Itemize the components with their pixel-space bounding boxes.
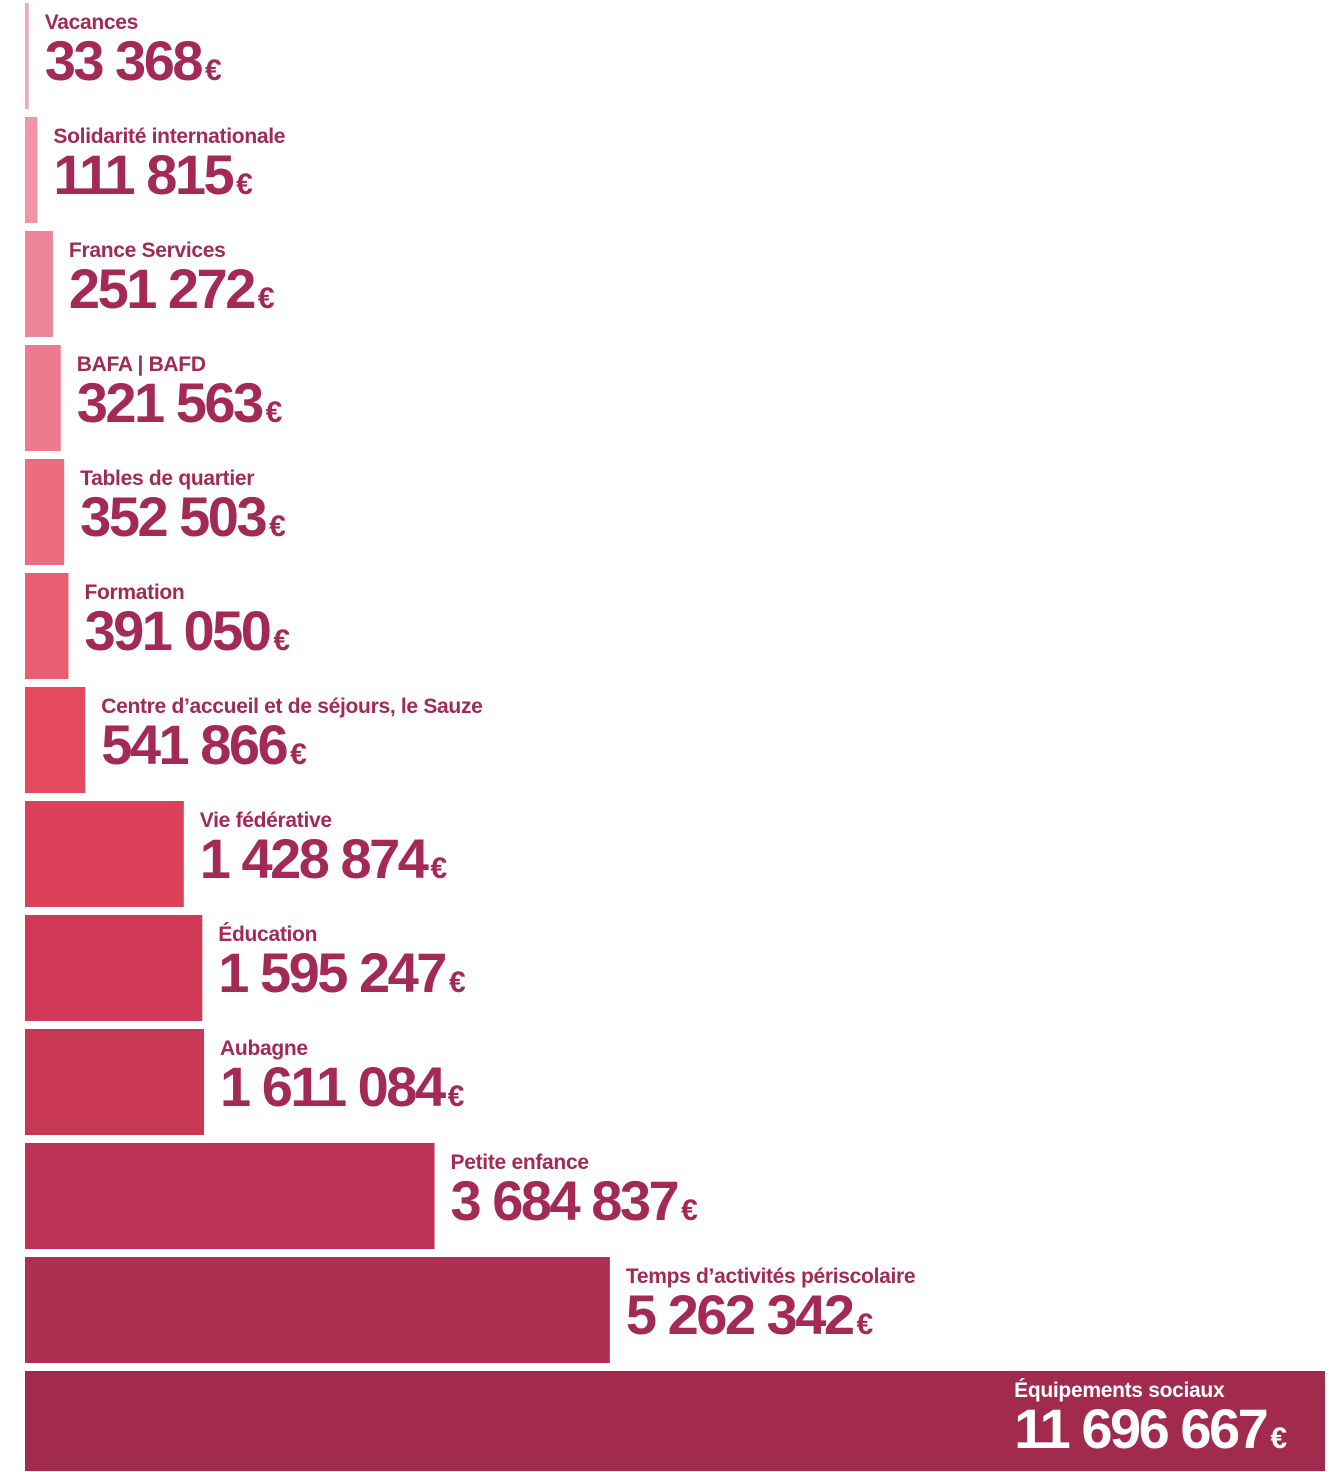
value-label: 541 866 € bbox=[101, 717, 482, 788]
bar-equipements-sociaux bbox=[25, 1371, 1325, 1471]
bar-label-temps-d-activites-periscolaire: Temps d’activités périscolaire 5 262 342 € bbox=[625, 1265, 916, 1358]
value-number: 391 050 bbox=[84, 599, 271, 662]
value-label: 11 696 667 € bbox=[1014, 1401, 1287, 1472]
value-label: 3 684 837 € bbox=[451, 1173, 698, 1244]
bar-label-tables-de-quartier: Tables de quartier 352 503 € bbox=[80, 467, 286, 560]
bar-label-solidarite-internationale: Solidarité internationale 111 815 € bbox=[53, 125, 285, 218]
value-label: 391 050 € bbox=[84, 603, 290, 674]
value-number: 11 696 667 bbox=[1014, 1397, 1269, 1460]
currency-unit: € bbox=[204, 54, 222, 87]
bar-petite-enfance bbox=[25, 1143, 435, 1249]
value-number: 1 595 247 bbox=[218, 941, 447, 1004]
bar-formation bbox=[25, 573, 69, 679]
currency-unit: € bbox=[257, 282, 275, 315]
category-label: BAFA | BAFD bbox=[76, 353, 206, 376]
bar-temps-d-activites-periscolaire bbox=[25, 1257, 610, 1363]
category-label: Éducation bbox=[218, 923, 318, 946]
currency-unit: € bbox=[681, 1194, 698, 1227]
bar-centre-d-accueil-et-de-sejours-le-sauze bbox=[25, 687, 86, 793]
currency-unit: € bbox=[448, 966, 466, 999]
value-label: 321 563 € bbox=[77, 375, 283, 446]
value-number: 541 866 bbox=[101, 713, 288, 776]
value-label: 1 595 247 € bbox=[218, 945, 465, 1016]
currency-unit: € bbox=[447, 1080, 465, 1113]
currency-unit: € bbox=[265, 396, 283, 429]
bar-label-equipements-sociaux: Équipements sociaux 11 696 667 € bbox=[1014, 1379, 1287, 1472]
bar-label-petite-enfance: Petite enfance 3 684 837 € bbox=[451, 1151, 698, 1244]
bar-label-vie-federative: Vie fédérative 1 428 874 € bbox=[200, 809, 447, 902]
category-label: Vacances bbox=[44, 11, 139, 34]
bar-label-education: Éducation 1 595 247 € bbox=[218, 923, 465, 1016]
currency-unit: € bbox=[290, 738, 307, 771]
category-label: Petite enfance bbox=[450, 1151, 589, 1174]
category-label: Solidarité internationale bbox=[53, 125, 286, 148]
value-number: 33 368 bbox=[44, 29, 204, 92]
value-label: 1 428 874 € bbox=[200, 831, 447, 902]
value-number: 3 684 837 bbox=[450, 1169, 680, 1232]
category-label: Aubagne bbox=[220, 1037, 308, 1060]
bar-label-formation: Formation 391 050 € bbox=[84, 581, 290, 674]
bar-aubagne bbox=[25, 1029, 205, 1135]
bar-france-services bbox=[25, 231, 53, 337]
value-number: 5 262 342 bbox=[625, 1283, 855, 1346]
value-label: 1 611 084 € bbox=[220, 1059, 464, 1130]
value-number: 1 428 874 bbox=[199, 827, 429, 890]
value-number: 251 272 bbox=[68, 257, 256, 320]
value-number: 1 611 084 bbox=[220, 1055, 446, 1118]
bar-tables-de-quartier bbox=[25, 459, 65, 565]
currency-unit: € bbox=[1270, 1422, 1287, 1455]
bar-label-centre-d-accueil-et-de-sejours-le-sauze: Centre d’accueil et de séjours, le Sauze… bbox=[101, 695, 483, 788]
value-number: 111 815 bbox=[53, 143, 234, 206]
bar-label-vacances: Vacances 33 368 € bbox=[45, 11, 222, 104]
value-number: 352 503 bbox=[80, 485, 267, 548]
category-label: Équipements sociaux bbox=[1014, 1379, 1225, 1402]
category-label: Centre d’accueil et de séjours, le Sauze bbox=[101, 695, 483, 718]
bar-vacances bbox=[25, 3, 29, 109]
value-label: 33 368 € bbox=[45, 33, 222, 104]
currency-unit: € bbox=[856, 1308, 874, 1341]
bar-label-bafa-bafd: BAFA | BAFD 321 563 € bbox=[77, 353, 283, 446]
currency-unit: € bbox=[236, 168, 253, 201]
value-number: 321 563 bbox=[76, 371, 264, 434]
currency-unit: € bbox=[273, 624, 291, 657]
bar-label-aubagne: Aubagne 1 611 084 € bbox=[220, 1037, 464, 1130]
bar-label-france-services: France Services 251 272 € bbox=[69, 239, 275, 332]
category-label: France Services bbox=[68, 239, 226, 262]
value-label: 352 503 € bbox=[80, 489, 286, 560]
bar-solidarite-internationale bbox=[25, 117, 38, 223]
value-label: 251 272 € bbox=[69, 261, 275, 332]
category-label: Vie fédérative bbox=[199, 809, 332, 832]
value-label: 111 815 € bbox=[53, 147, 285, 218]
category-label: Tables de quartier bbox=[80, 467, 255, 490]
value-label: 5 262 342 € bbox=[626, 1287, 915, 1358]
bar-bafa-bafd bbox=[25, 345, 61, 451]
category-label: Temps d’activités périscolaire bbox=[625, 1265, 916, 1288]
currency-unit: € bbox=[269, 510, 286, 543]
category-label: Formation bbox=[84, 581, 185, 604]
currency-unit: € bbox=[430, 852, 448, 885]
bar-education bbox=[25, 915, 203, 1021]
bar-vie-federative bbox=[25, 801, 184, 907]
